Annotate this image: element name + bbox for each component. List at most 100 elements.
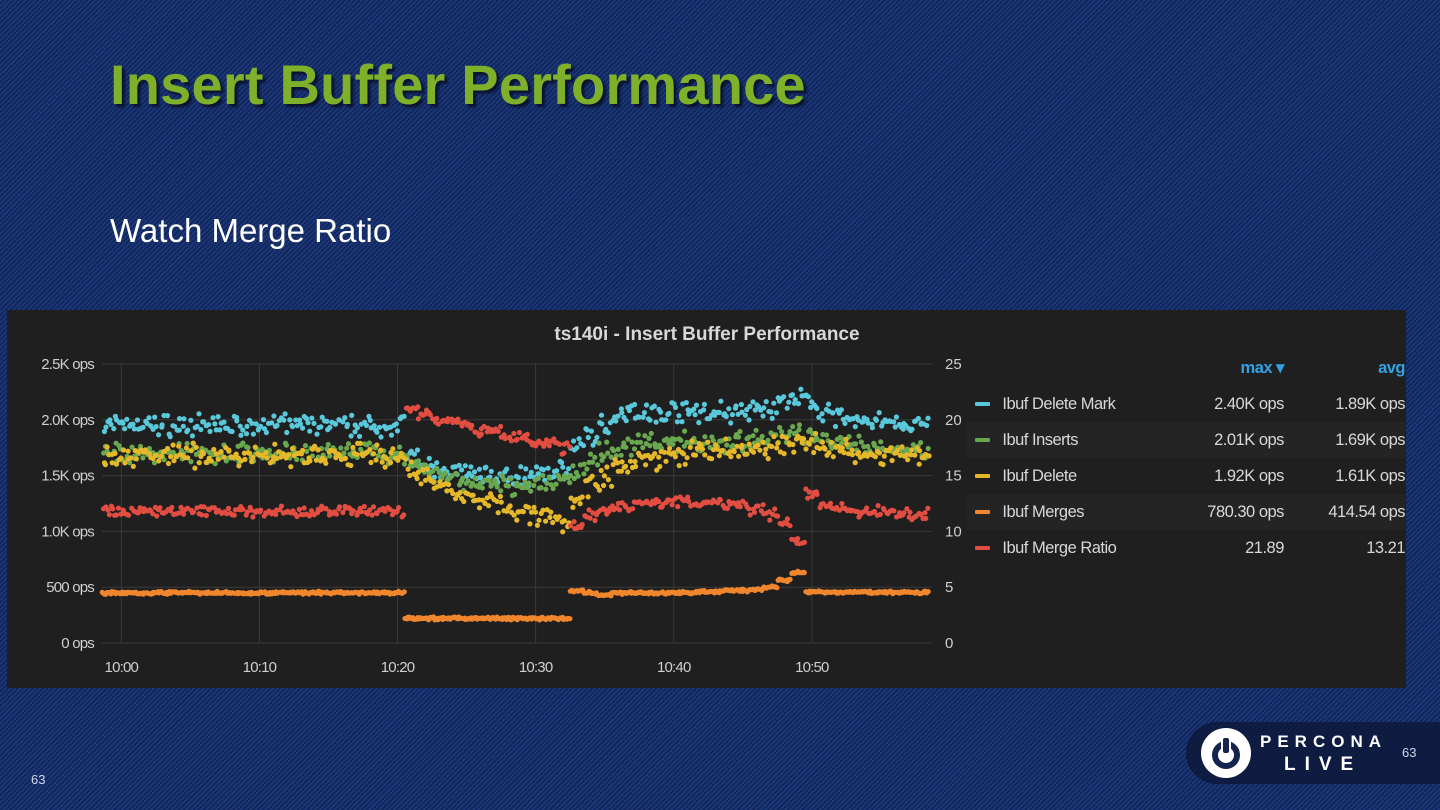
data-point xyxy=(618,468,625,474)
data-point xyxy=(341,450,347,456)
data-point xyxy=(120,420,126,426)
data-point xyxy=(370,504,377,510)
data-point xyxy=(718,398,724,404)
data-point xyxy=(367,417,373,423)
legend-name: Ibuf Delete xyxy=(1002,466,1077,485)
data-point xyxy=(622,463,629,469)
data-point xyxy=(679,419,685,425)
data-point xyxy=(263,429,269,436)
data-point xyxy=(154,513,160,519)
data-point xyxy=(791,449,797,455)
data-point xyxy=(586,507,592,513)
data-point xyxy=(819,411,825,417)
data-point xyxy=(297,421,303,427)
data-point xyxy=(531,482,537,488)
data-point xyxy=(249,420,255,426)
data-point xyxy=(231,512,237,518)
data-point xyxy=(876,410,882,416)
data-point xyxy=(843,436,849,442)
legend-item[interactable]: Ibuf Merge Ratio 21.89 13.21 xyxy=(967,530,1406,566)
data-point xyxy=(283,442,289,448)
data-point xyxy=(897,452,903,458)
data-point xyxy=(169,504,175,510)
data-point xyxy=(469,422,475,428)
data-point xyxy=(672,404,679,410)
data-point xyxy=(465,478,471,484)
data-point xyxy=(190,440,196,446)
data-point xyxy=(545,465,551,471)
data-point xyxy=(672,454,679,460)
legend-item[interactable]: Ibuf Merges 780.30 ops 414.54 ops xyxy=(967,494,1406,530)
data-point xyxy=(531,504,537,510)
data-point xyxy=(564,440,570,446)
data-point xyxy=(113,461,120,467)
data-point xyxy=(201,504,207,510)
data-point xyxy=(686,411,692,417)
data-point xyxy=(676,463,682,469)
data-point xyxy=(156,458,162,464)
data-point xyxy=(401,589,407,595)
data-point xyxy=(560,529,566,535)
data-point xyxy=(431,474,437,480)
legend-item[interactable]: Ibuf Delete 1.92K ops 1.61K ops xyxy=(967,458,1406,494)
data-point xyxy=(207,428,213,434)
data-point xyxy=(118,455,124,461)
data-point xyxy=(630,506,636,512)
data-point xyxy=(258,507,264,513)
data-point xyxy=(511,512,517,518)
data-point xyxy=(702,434,708,440)
data-point xyxy=(458,479,464,485)
legend-sort-max[interactable]: max ▾ xyxy=(1240,359,1285,377)
data-point xyxy=(809,494,815,500)
data-point xyxy=(426,455,432,461)
data-point xyxy=(849,452,856,458)
legend-item[interactable]: Ibuf Inserts 2.01K ops 1.69K ops xyxy=(967,422,1406,458)
data-point xyxy=(185,455,191,461)
data-point xyxy=(830,410,836,416)
data-point xyxy=(753,427,759,433)
data-point xyxy=(832,423,839,430)
data-point xyxy=(327,424,333,430)
data-point xyxy=(525,504,532,510)
data-point xyxy=(309,415,315,421)
data-point xyxy=(875,503,881,509)
data-point xyxy=(234,418,240,424)
data-point xyxy=(208,458,214,464)
data-point xyxy=(628,452,634,458)
data-point xyxy=(817,446,823,452)
data-point xyxy=(189,433,195,439)
data-point xyxy=(196,460,202,466)
data-point xyxy=(171,458,177,464)
data-point xyxy=(860,419,866,425)
x-tick: 10:10 xyxy=(243,659,277,676)
data-point xyxy=(891,508,897,514)
data-point xyxy=(134,417,140,423)
data-point xyxy=(479,485,485,491)
data-point xyxy=(547,514,553,520)
data-point xyxy=(524,484,530,491)
data-point xyxy=(680,451,687,457)
data-point xyxy=(411,451,417,457)
data-point xyxy=(388,450,394,456)
data-point xyxy=(153,424,159,430)
data-point xyxy=(226,448,232,454)
data-point xyxy=(532,509,539,515)
data-point xyxy=(554,468,560,474)
data-point xyxy=(570,463,576,469)
y-tick-right: 5 xyxy=(945,579,953,596)
data-point xyxy=(278,503,285,509)
data-point xyxy=(739,409,745,415)
legend-item[interactable]: Ibuf Delete Mark 2.40K ops 1.89K ops xyxy=(967,386,1406,422)
data-point xyxy=(685,494,691,500)
data-point xyxy=(276,449,282,455)
chart-legend: max ▾ avg Ibuf Delete Mark 2.40K ops 1.8… xyxy=(967,350,1406,566)
data-point xyxy=(735,434,742,440)
data-point xyxy=(350,508,356,514)
data-point xyxy=(631,446,638,452)
data-point xyxy=(215,414,221,420)
data-point xyxy=(757,447,763,453)
legend-swatch xyxy=(975,546,991,550)
data-point xyxy=(252,444,258,450)
data-point xyxy=(774,585,780,591)
legend-sort-avg[interactable]: avg xyxy=(1378,358,1405,377)
